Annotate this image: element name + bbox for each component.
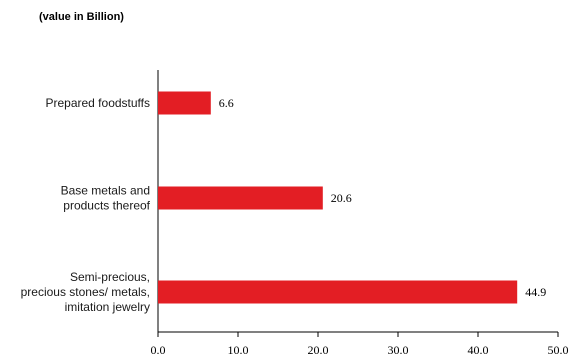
bar-value-label: 44.9: [525, 285, 546, 299]
category-label: Semi-precious, precious stones/ metals, im…: [21, 270, 150, 314]
category-label-line: products thereof: [63, 199, 150, 213]
x-tick-label: 30.0: [388, 343, 409, 357]
category-label-line: Base metals and: [61, 184, 150, 198]
unit-label: (value in Billion): [39, 11, 124, 23]
plot-area: 0.0 10.0 20.0 30.0 40.0 50.0 6.6 Prepared foods…: [21, 70, 569, 357]
category-label-line: Prepared foodstuffs: [45, 96, 150, 110]
category-label: Prepared foodstuffs: [45, 96, 150, 110]
x-tick-label: 0.0: [151, 343, 166, 357]
x-tick-label: 20.0: [308, 343, 329, 357]
bar: [158, 280, 518, 304]
category-label-line: Semi-precious,: [70, 270, 150, 284]
category-label-line: imitation jewelry: [65, 300, 150, 314]
bar: [158, 186, 323, 210]
bar: [158, 91, 211, 115]
bar-value-label: 20.6: [331, 191, 352, 205]
x-tick-label: 10.0: [228, 343, 249, 357]
bar-value-label: 6.6: [219, 96, 234, 110]
category-label-line: precious stones/ metals,: [21, 285, 150, 299]
x-tick-label: 40.0: [468, 343, 489, 357]
category-label: Base metals and products thereof: [61, 184, 151, 213]
x-tick-label: 50.0: [548, 343, 569, 357]
